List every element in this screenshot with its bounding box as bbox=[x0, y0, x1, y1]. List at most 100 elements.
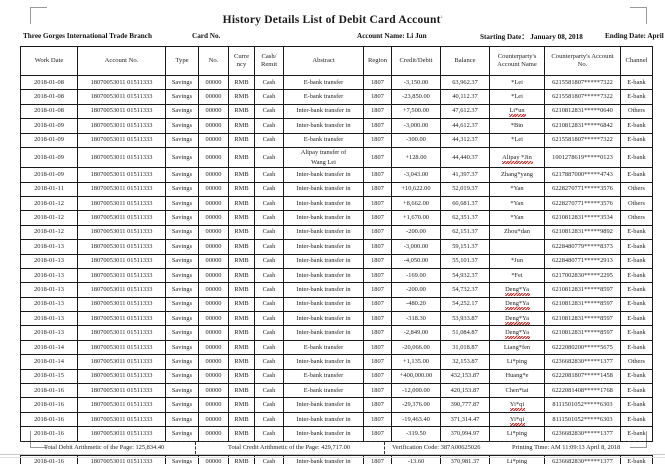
cell-abstract: Inter-bank transfer in bbox=[283, 411, 364, 428]
cell-account-no: 18070053011 01511333 bbox=[77, 224, 166, 241]
table-row: 2018-01-13 18070053011 01511333 Savings 000… bbox=[20, 282, 653, 298]
cell-no: 00000 bbox=[198, 311, 229, 327]
cell-work-date: 2018-01-16 bbox=[20, 426, 78, 442]
cell-cash-remit: Cash bbox=[254, 383, 284, 399]
cell-no: 00000 bbox=[198, 103, 229, 120]
cell-currency: RMB bbox=[228, 325, 255, 341]
spellcheck-underline: Deng*Ya bbox=[505, 300, 530, 311]
table-row: 2018-01-12 18070053011 01511333 Savings 000… bbox=[20, 210, 653, 226]
cell-no: 00000 bbox=[198, 267, 229, 284]
cell-abstract: Inter-bank transfer in bbox=[283, 397, 364, 413]
total-debit-text: Total Debit Arithmetic of the Page: 125,… bbox=[44, 443, 165, 451]
cell-currency: RMB bbox=[228, 132, 255, 148]
cell-no: 00000 bbox=[198, 224, 229, 241]
col-currency: Curre ncy bbox=[228, 46, 255, 76]
cell-counterparty-name: *Yan bbox=[489, 181, 545, 197]
cell-channel: E-bank bbox=[620, 239, 653, 255]
cell-region: 1807 bbox=[363, 181, 392, 197]
cell-counterparty-no: 6210812831*****6842 bbox=[544, 118, 621, 134]
cell-currency: RMB bbox=[228, 239, 255, 255]
cell-account-no: 18070053011 01511333 bbox=[77, 239, 166, 255]
cell-region: 1807 bbox=[363, 210, 392, 226]
cell-balance: 54,252.17 bbox=[440, 296, 490, 313]
page-totals-band: Total Debit Arithmetic of the Page: 125,… bbox=[20, 440, 646, 455]
table-row: 2018-01-09 18070053011 01511333 Savings 000… bbox=[20, 118, 653, 134]
cell-counterparty-no: 6222081408*****1768 bbox=[544, 383, 621, 399]
cell-credit-debit: +10,622.00 bbox=[391, 181, 441, 197]
cell-counterparty-name: Li*ping bbox=[489, 354, 545, 370]
table-row: 2018-01-08 18070053011 01511333 Savings 000… bbox=[20, 89, 653, 105]
cell-cash-remit: Cash bbox=[254, 368, 284, 385]
cell-cash-remit: Cash bbox=[254, 210, 284, 226]
cell-abstract: Inter-bank transfer in bbox=[283, 167, 364, 183]
cell-region: 1807 bbox=[363, 74, 392, 91]
cell-balance: 63,962.37 bbox=[440, 74, 490, 91]
cell-account-no: 18070053011 01511333 bbox=[77, 426, 166, 442]
cell-credit-debit: +128.00 bbox=[391, 146, 441, 169]
cell-balance: 54,732.37 bbox=[440, 282, 490, 298]
cell-channel: E-bank bbox=[620, 383, 653, 399]
col-balance: Balance bbox=[440, 46, 490, 76]
cell-type: Savings bbox=[165, 296, 199, 313]
cell-region: 1807 bbox=[363, 89, 392, 105]
page-bottom-rule bbox=[0, 454, 665, 455]
cell-account-no: 18070053011 01511333 bbox=[77, 411, 166, 428]
cell-region: 1807 bbox=[363, 383, 392, 399]
cell-currency: RMB bbox=[228, 339, 255, 356]
cell-counterparty-name: Alipay *Jin bbox=[489, 146, 545, 169]
cell-abstract: E-bank transfer bbox=[283, 383, 364, 399]
cell-currency: RMB bbox=[228, 103, 255, 120]
cell-no: 00000 bbox=[198, 397, 229, 413]
cell-no: 00000 bbox=[198, 132, 229, 148]
cell-abstract: Alipay transfer of Wang Lei bbox=[283, 146, 364, 169]
cell-account-no: 18070053011 01511333 bbox=[77, 325, 166, 341]
cell-abstract: Inter-bank transfer in bbox=[283, 282, 364, 298]
cell-currency: RMB bbox=[228, 146, 255, 169]
cell-currency: RMB bbox=[228, 426, 255, 442]
cell-currency: RMB bbox=[228, 296, 255, 313]
cell-region: 1807 bbox=[363, 325, 392, 341]
cell-cash-remit: Cash bbox=[254, 426, 284, 442]
cell-balance: 53,933.87 bbox=[440, 311, 490, 327]
ending-date-label: Ending Date: April 08, 2018 bbox=[605, 32, 665, 40]
cell-balance: 40,112.37 bbox=[440, 89, 490, 105]
cell-region: 1807 bbox=[363, 253, 392, 269]
spellcheck-underline: Deng*Ya bbox=[505, 314, 530, 325]
cell-balance: 47,612.37 bbox=[440, 103, 490, 120]
col-cash-line2: Remit bbox=[260, 61, 278, 68]
table-body: 2018-01-08 18070053011 01511333 Savings 000… bbox=[20, 74, 653, 442]
cell-counterparty-no: 6210812831*****8597 bbox=[544, 325, 621, 341]
cell-currency: RMB bbox=[228, 311, 255, 327]
cell-work-date: 2018-01-09 bbox=[20, 118, 78, 134]
cell-region: 1807 bbox=[363, 118, 392, 134]
cell-balance: 44,612.37 bbox=[440, 118, 490, 134]
table-row: 2018-01-12 18070053011 01511333 Savings 000… bbox=[20, 224, 653, 241]
cell-abstract-line2: Wang Lei bbox=[311, 158, 336, 166]
cell-type: Savings bbox=[165, 103, 199, 120]
cell-credit-debit: -3,000.00 bbox=[391, 239, 441, 255]
cell-no: 00000 bbox=[198, 426, 229, 442]
card-no-label: Card No. bbox=[192, 32, 221, 40]
cell-abstract: Inter-bank transfer in bbox=[283, 118, 364, 134]
table-row: 2018-01-12 18070053011 01511333 Savings 000… bbox=[20, 195, 653, 212]
col-type: Type bbox=[165, 46, 199, 76]
cell-balance: 371,314.47 bbox=[440, 411, 490, 428]
cell-type: Savings bbox=[165, 267, 199, 284]
cell-account-no: 18070053011 01511333 bbox=[77, 282, 166, 298]
cell-cash-remit: Cash bbox=[254, 118, 284, 134]
cell-account-no: 18070053011 01511333 bbox=[77, 354, 166, 370]
col-cpno-line1: Counterparty's Account bbox=[551, 52, 614, 60]
cell-region: 1807 bbox=[363, 103, 392, 120]
cell-account-no: 18070053011 01511333 bbox=[77, 89, 166, 105]
cell-counterparty-name: Deng*Ya bbox=[489, 325, 545, 341]
account-name-label: Account Name: Li Jun bbox=[357, 32, 427, 40]
cell-region: 1807 bbox=[363, 354, 392, 370]
cell-counterparty-name: *Fei bbox=[489, 267, 545, 284]
table-row: 2018-01-09 18070053011 01511333 Savings 000… bbox=[20, 132, 653, 148]
cell-abstract: Inter-bank transfer in bbox=[283, 195, 364, 212]
cell-credit-debit: -319.50 bbox=[391, 426, 441, 442]
cell-account-no: 18070053011 01511333 bbox=[77, 146, 166, 169]
cell-type: Savings bbox=[165, 368, 199, 385]
cell-counterparty-name: Liang*fen bbox=[489, 339, 545, 356]
cell-work-date: 2018-01-09 bbox=[20, 167, 78, 183]
